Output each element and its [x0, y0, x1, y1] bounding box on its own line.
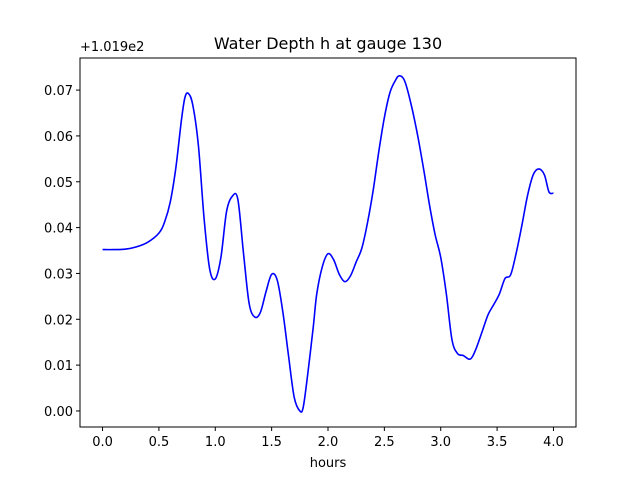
y-tick-label: 0.04: [44, 222, 73, 237]
y-tick-label: 0.05: [44, 176, 73, 191]
x-tick-label: 4.0: [543, 435, 564, 450]
y-tick-label: 0.02: [44, 313, 73, 328]
x-tick-label: 1.0: [205, 435, 226, 450]
x-tick-label: 2.5: [374, 435, 395, 450]
x-tick-label: 2.0: [318, 435, 339, 450]
y-offset-label: +1.019e2: [80, 40, 144, 55]
y-tick-label: 0.01: [44, 359, 73, 374]
x-axis: 0.0 0.5 1.0 1.5 2.0 2.5 3.0 3.5 4.0: [92, 427, 564, 450]
y-tick-label: 0.06: [44, 130, 73, 145]
x-tick-label: 1.5: [261, 435, 282, 450]
x-tick-label: 3.5: [487, 435, 508, 450]
y-tick-label: 0.07: [44, 84, 73, 99]
series-line: [102, 75, 554, 413]
x-tick-label: 3.0: [430, 435, 451, 450]
plot-area: [102, 75, 554, 413]
y-tick-label: 0.00: [44, 405, 73, 420]
y-axis: 0.00 0.01 0.02 0.03 0.04 0.05 0.06 0.07: [44, 84, 80, 420]
axes-frame: [79, 57, 577, 428]
y-tick-label: 0.03: [44, 267, 73, 282]
x-tick-label: 0.5: [149, 435, 170, 450]
x-tick-label: 0.0: [92, 435, 113, 450]
chart-title: Water Depth h at gauge 130: [214, 34, 442, 53]
x-axis-label: hours: [310, 456, 347, 471]
